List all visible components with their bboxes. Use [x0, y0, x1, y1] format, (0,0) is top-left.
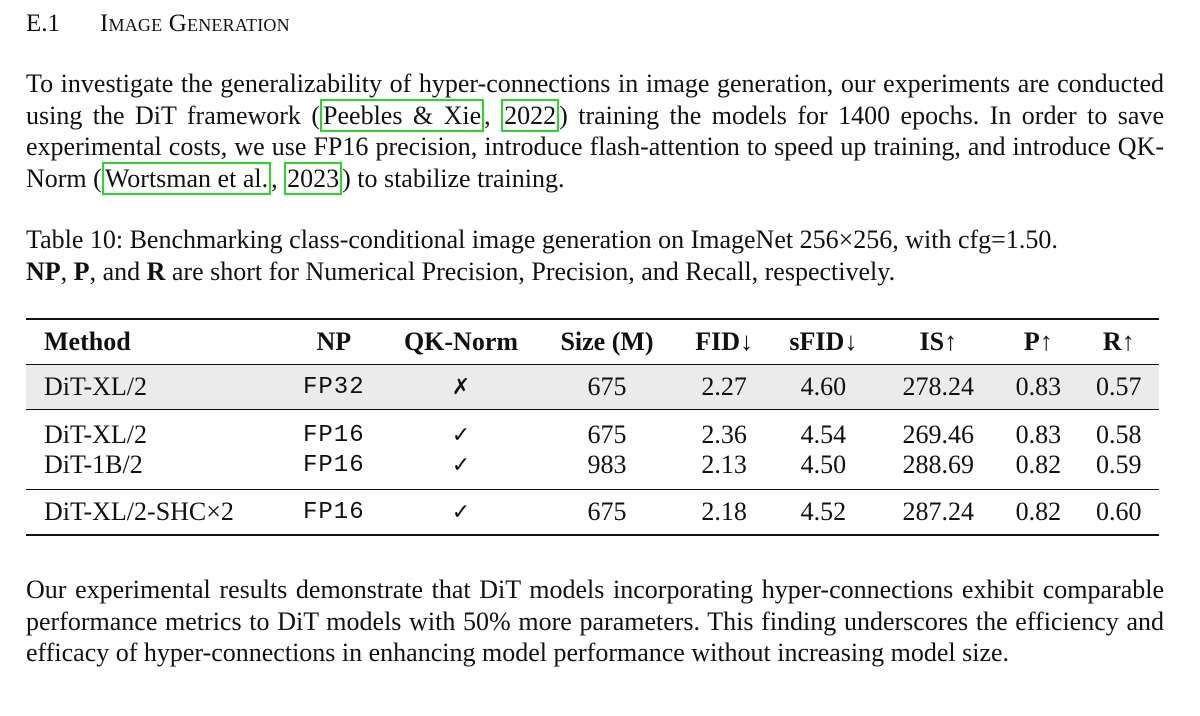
citation-link-peebles-year[interactable]: 2022 [501, 98, 560, 132]
cell-np: FP16 [303, 421, 365, 449]
cell-is: 288.69 [902, 450, 975, 479]
cell-precision: 0.82 [1015, 497, 1062, 526]
citation-link-wortsman[interactable]: Wortsman et al. [101, 161, 272, 195]
cell-size: 675 [587, 420, 627, 449]
table-row: DiT-XL/2 FP32 ✗ 675 2.27 4.60 278.24 0.8… [26, 364, 1159, 410]
cell-recall: 0.59 [1096, 450, 1142, 479]
header-qk-norm: QK-Norm [403, 327, 519, 356]
header-size: Size (M) [560, 327, 654, 356]
cell-sfid: 4.50 [800, 450, 847, 479]
cell-fid: 2.13 [701, 450, 747, 479]
section-heading: E.1 Image Generation [26, 10, 290, 38]
section-title: Image Generation [100, 10, 290, 37]
table-row: DiT-XL/2 FP16 ✓ 675 2.36 4.54 269.46 0.8… [26, 409, 1159, 451]
header-fid: FID↓ [695, 327, 753, 356]
table-header-row: Method NP QK-Norm Size (M) FID↓ sFID↓ IS… [26, 319, 1159, 365]
intro-paragraph: To investigate the generalizability of h… [26, 68, 1164, 195]
header-recall: R↑ [1102, 327, 1135, 356]
cell-fid: 2.27 [679, 364, 769, 410]
citation-separator: , [271, 163, 285, 193]
header-np: NP [316, 327, 352, 356]
check-mark-icon: ✓ [451, 422, 471, 448]
cell-sfid: 4.60 [768, 364, 879, 410]
cell-sfid: 4.54 [800, 420, 847, 449]
caption-and: , and [89, 256, 147, 286]
cell-precision: 0.82 [1015, 450, 1062, 479]
caption-abbrev-np: NP [26, 256, 61, 286]
cell-recall: 0.57 [1078, 364, 1159, 410]
results-paragraph: Our experimental results demonstrate tha… [26, 575, 1164, 667]
cell-method: DiT-XL/2 [26, 364, 280, 410]
citation-separator: , [484, 100, 502, 130]
cell-method: DiT-1B/2 [44, 450, 143, 479]
cell-np: FP16 [303, 451, 365, 479]
cell-recall: 0.60 [1096, 497, 1142, 526]
cell-is: 269.46 [902, 420, 975, 449]
header-is: IS↑ [919, 327, 958, 356]
paragraph-text: To investigate the generalizability of h… [26, 69, 1164, 130]
cell-precision: 0.83 [1015, 420, 1062, 449]
table-row: DiT-XL/2-SHC×2 FP16 ✓ 675 2.18 4.52 287.… [26, 489, 1159, 536]
caption-comma: , [60, 256, 74, 286]
header-precision: P↑ [1023, 327, 1053, 356]
cross-mark-icon: ✗ [387, 364, 535, 410]
check-mark-icon: ✓ [451, 499, 471, 525]
cell-size: 675 [587, 497, 627, 526]
header-method: Method [44, 327, 131, 356]
citation-link-wortsman-year[interactable]: 2023 [284, 161, 343, 195]
cell-fid: 2.36 [701, 420, 747, 449]
cell-precision: 0.83 [998, 364, 1079, 410]
cell-size: 675 [534, 364, 680, 410]
citation-link-peebles[interactable]: Peebles & Xie [320, 98, 485, 132]
section-number: E.1 [26, 10, 61, 37]
cell-is: 278.24 [878, 364, 999, 410]
cell-method: DiT-XL/2-SHC×2 [44, 497, 234, 526]
cell-size: 983 [587, 450, 627, 479]
table-caption: Table 10: Benchmarking class-conditional… [26, 224, 1164, 287]
header-sfid: sFID↓ [789, 327, 858, 356]
cell-is: 287.24 [902, 497, 975, 526]
cell-sfid: 4.52 [800, 497, 847, 526]
cell-np: FP16 [303, 498, 365, 526]
caption-abbrev-p: P [73, 256, 90, 286]
results-table: Method NP QK-Norm Size (M) FID↓ sFID↓ IS… [26, 318, 1159, 536]
caption-text: Table 10: Benchmarking class-conditional… [26, 225, 1058, 254]
cell-method: DiT-XL/2 [44, 420, 148, 449]
paragraph-text: ) training the models for 1400 epochs. I… [26, 100, 1164, 193]
caption-abbrev-r: R [146, 256, 166, 286]
table-row: DiT-1B/2 FP16 ✓ 983 2.13 4.50 288.69 0.8… [26, 450, 1159, 490]
caption-text: are short for Numerical Precision, Preci… [165, 256, 896, 286]
cell-fid: 2.18 [701, 497, 747, 526]
paragraph-text: ) to stabilize training. [342, 163, 565, 193]
check-mark-icon: ✓ [451, 452, 471, 478]
cell-recall: 0.58 [1096, 420, 1142, 449]
cell-np: FP32 [279, 364, 388, 410]
